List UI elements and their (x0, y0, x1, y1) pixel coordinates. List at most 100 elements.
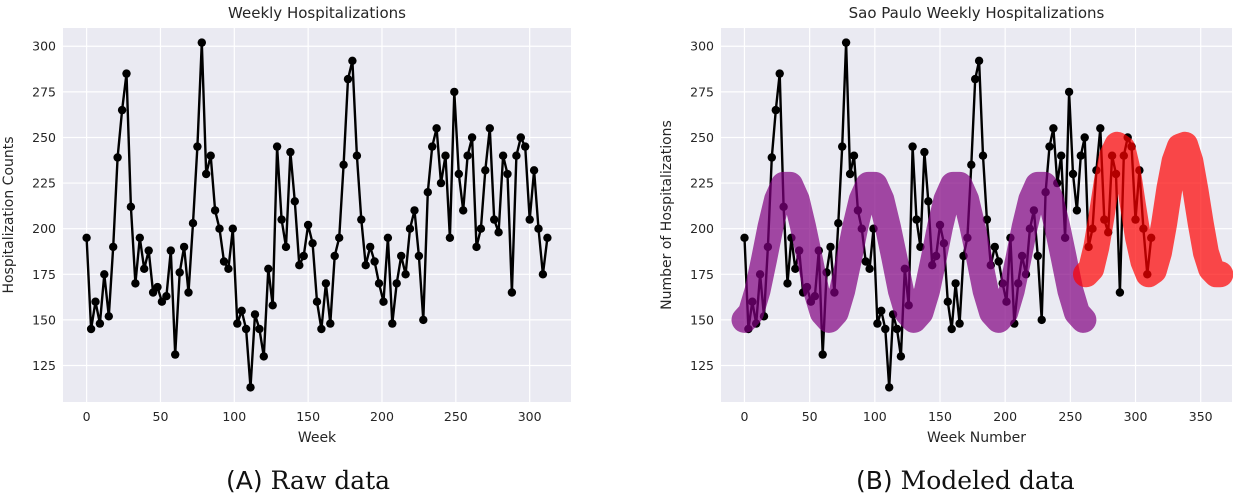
observed-point (423, 188, 432, 197)
observed-point (370, 257, 379, 266)
observed-point (193, 142, 202, 151)
caption-text: Raw data (270, 466, 391, 495)
observed-point (1064, 87, 1074, 97)
y-axis-label: Hospitalization Counts (1, 136, 17, 293)
x-tick-label: 100 (222, 409, 246, 424)
observed-point (982, 215, 992, 224)
observed-point (179, 242, 189, 252)
observed-point (250, 310, 260, 319)
observed-point (312, 297, 322, 306)
observed-point (326, 319, 335, 328)
observed-point (414, 251, 424, 261)
observed-point (454, 169, 463, 179)
observed-point (330, 251, 339, 261)
x-axis-label: Week Number (927, 430, 1026, 446)
observed-point (1045, 142, 1054, 151)
observed-point (441, 151, 450, 160)
observed-point (1033, 251, 1043, 261)
observed-point (534, 224, 543, 233)
y-tick-label: 200 (32, 221, 56, 236)
observed-point (104, 312, 114, 321)
observed-point (286, 147, 295, 157)
observed-point (476, 224, 486, 233)
observed-point (450, 87, 459, 97)
observed-point (131, 279, 140, 288)
observed-point (885, 383, 894, 392)
observed-point (1057, 151, 1066, 160)
observed-point (290, 197, 299, 206)
observed-point (529, 166, 539, 175)
observed-point (308, 239, 317, 248)
observed-point (233, 319, 242, 328)
x-tick-label: 350 (1189, 409, 1213, 424)
observed-point (543, 233, 552, 242)
observed-point (498, 151, 508, 160)
observed-point (494, 228, 503, 237)
x-axis-label: Week (298, 430, 337, 446)
x-tick-label: 100 (863, 409, 887, 424)
observed-point (783, 279, 792, 288)
observed-point (841, 38, 851, 47)
observed-point (246, 383, 255, 392)
y-tick-label: 250 (32, 130, 56, 145)
observed-point (1068, 169, 1078, 179)
observed-point (82, 233, 91, 242)
x-tick-label: 250 (1058, 409, 1082, 424)
observed-point (845, 169, 855, 179)
caption-text: Modeled data (900, 466, 1075, 495)
observed-point (521, 142, 530, 151)
observed-point (826, 242, 835, 252)
observed-point (321, 279, 331, 288)
x-tick-label: 250 (444, 409, 468, 424)
observed-point (834, 219, 843, 228)
observed-point (210, 206, 220, 215)
observed-point (397, 251, 406, 261)
x-tick-label: 0 (83, 409, 91, 424)
observed-point (144, 246, 153, 255)
observed-point (410, 206, 419, 215)
observed-point (202, 169, 211, 179)
observed-point (241, 324, 251, 334)
observed-point (135, 233, 144, 242)
y-tick-label: 275 (32, 84, 56, 99)
observed-point (184, 288, 193, 297)
observed-point (383, 233, 393, 242)
observed-point (428, 142, 437, 151)
observed-point (767, 153, 776, 162)
observed-point (955, 319, 964, 328)
observed-point (791, 264, 800, 273)
observed-point (990, 242, 999, 252)
observed-point (971, 74, 980, 84)
observed-point (896, 352, 906, 361)
observed-point (366, 242, 375, 252)
observed-point (171, 350, 180, 359)
observed-point (91, 297, 100, 306)
x-tick-label: 50 (802, 409, 818, 424)
caption-modeled-data: (B) Modeled data (856, 466, 1075, 495)
observed-point (95, 319, 105, 328)
observed-point (507, 288, 517, 297)
caption-letter: (A) (226, 466, 263, 495)
observed-point (206, 151, 215, 160)
caption-raw-data: (A) Raw data (226, 466, 390, 495)
observed-point (388, 319, 397, 328)
observed-point (339, 160, 348, 169)
observed-point (459, 206, 468, 215)
observed-point (352, 151, 362, 160)
y-tick-label: 125 (690, 358, 714, 373)
observed-point (303, 220, 313, 230)
observed-point (228, 224, 237, 233)
observed-point (317, 324, 326, 334)
observed-point (374, 279, 384, 288)
observed-point (525, 215, 534, 224)
observed-point (920, 147, 929, 157)
y-tick-label: 225 (32, 176, 56, 191)
observed-point (405, 224, 415, 233)
chart-title: Sao Paulo Weekly Hospitalizations (849, 4, 1105, 22)
observed-point (153, 282, 162, 292)
observed-point (849, 151, 859, 160)
y-tick-label: 300 (690, 39, 714, 54)
y-tick-label: 200 (690, 221, 714, 236)
x-tick-label: 200 (370, 409, 394, 424)
